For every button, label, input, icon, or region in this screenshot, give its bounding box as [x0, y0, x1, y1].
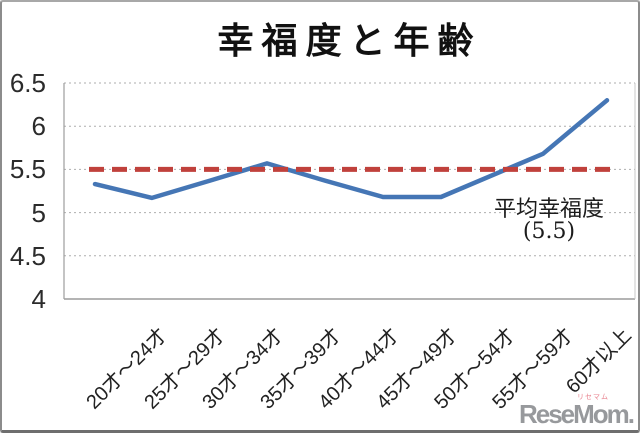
- y-axis-tick-label: 4: [31, 284, 46, 314]
- chart-title: 幸福度と年齢: [217, 20, 482, 62]
- resemom-watermark-text: ReseMom.: [518, 399, 635, 429]
- average-line-value: (5.5): [522, 219, 576, 244]
- average-line-label: 平均幸福度: [493, 197, 604, 222]
- y-axis-tick-label: 5.5: [9, 154, 46, 185]
- resemom-watermark: リセマム ReseMom.: [518, 394, 635, 430]
- resemom-watermark-ruby: リセマム: [577, 394, 609, 401]
- y-axis-tick-label: 6: [31, 111, 46, 142]
- y-axis-tick-label: 6.5: [9, 68, 46, 98]
- happiness-line: [92, 98, 610, 201]
- y-axis-tick-label: 4.5: [9, 240, 46, 271]
- y-axis-tick-label: 5: [31, 197, 46, 228]
